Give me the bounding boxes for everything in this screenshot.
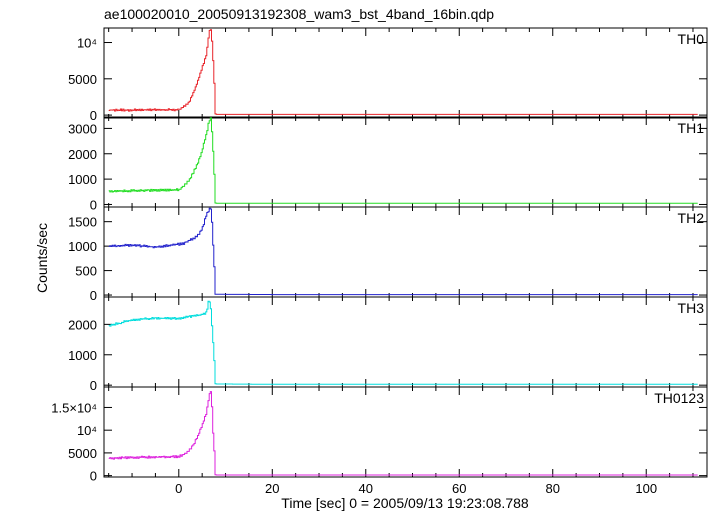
x-tick-label: 20 bbox=[265, 481, 279, 496]
y-tick-label: 0 bbox=[90, 108, 97, 123]
x-tick-label: 60 bbox=[452, 481, 466, 496]
panel-frame bbox=[103, 116, 708, 208]
panels-group: TH00500010⁴TH10100020003000TH20500100015… bbox=[51, 27, 708, 496]
panel-frame bbox=[103, 386, 708, 478]
x-tick-label: 40 bbox=[359, 481, 373, 496]
y-tick-label: 0 bbox=[90, 197, 97, 212]
y-tick-label: 500 bbox=[75, 264, 97, 279]
panel-frame bbox=[103, 27, 708, 119]
panel-frame bbox=[103, 296, 708, 388]
panel-th3: TH3 0 1000 2000 bbox=[68, 296, 708, 393]
series-line-th1 bbox=[108, 117, 698, 204]
x-tick-label: 0 bbox=[175, 481, 182, 496]
y-tick-label: 5000 bbox=[68, 72, 97, 87]
panel-label: TH3 bbox=[678, 300, 705, 316]
x-axis-label: Time [sec] 0 = 2005/09/13 19:23:08.788 bbox=[281, 495, 529, 511]
y-tick-label: 0 bbox=[90, 288, 97, 303]
series-line-th3 bbox=[108, 300, 698, 385]
y-tick-label: 5000 bbox=[68, 446, 97, 461]
y-tick-label: 0 bbox=[90, 469, 97, 484]
panel-th0123: TH0123 0 5000 10⁴ 1.5×10⁴ bbox=[51, 386, 708, 484]
panel-label: TH2 bbox=[678, 210, 705, 226]
series-line-th0 bbox=[108, 29, 698, 115]
y-tick-label: 10⁴ bbox=[77, 36, 97, 51]
y-tick-label: 1000 bbox=[68, 239, 97, 254]
y-tick-label: 3000 bbox=[68, 121, 97, 136]
panel-label: TH0 bbox=[678, 31, 705, 47]
y-tick-label: 2000 bbox=[68, 317, 97, 332]
chart-title: ae100020010_20050913192308_wam3_bst_4ban… bbox=[104, 6, 494, 22]
y-axis-label: Counts/sec bbox=[34, 223, 50, 293]
panel-th2: TH2 0 500 1000 1500 bbox=[68, 206, 708, 303]
panel-label: TH1 bbox=[678, 120, 705, 136]
y-tick-label: 1000 bbox=[68, 348, 97, 363]
panel-th0: TH0 0 5000 10⁴ bbox=[68, 27, 708, 123]
y-tick-label: 10⁴ bbox=[77, 423, 97, 438]
x-tick-label: 80 bbox=[546, 481, 560, 496]
series-line-th0123 bbox=[108, 391, 698, 476]
panel-frame bbox=[103, 206, 708, 298]
y-tick-label: 1000 bbox=[68, 172, 97, 187]
y-tick-label: 1500 bbox=[68, 215, 97, 230]
panel-label: TH0123 bbox=[654, 390, 704, 406]
panel-th1: TH1 0 1000 2000 3000 bbox=[68, 116, 708, 212]
series-line-th2 bbox=[108, 207, 698, 296]
x-tick-label: 100 bbox=[635, 481, 657, 496]
y-tick-label: 0 bbox=[90, 378, 97, 393]
y-tick-label: 2000 bbox=[68, 147, 97, 162]
y-tick-label: 1.5×10⁴ bbox=[51, 400, 97, 415]
